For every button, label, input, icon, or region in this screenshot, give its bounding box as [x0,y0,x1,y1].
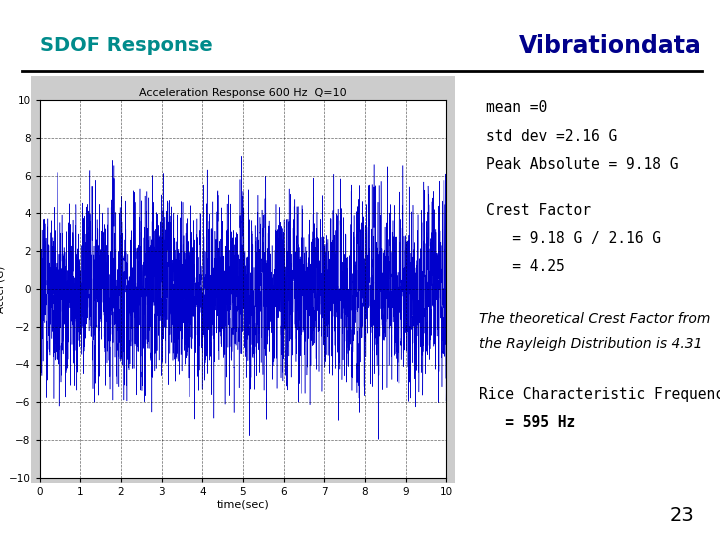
Bar [31,76,455,483]
Text: std dev =2.16 G: std dev =2.16 G [486,129,617,144]
Text: Peak Absolute = 9.18 G: Peak Absolute = 9.18 G [486,157,678,172]
Text: 23: 23 [670,506,695,525]
X-axis label: time(sec): time(sec) [217,500,269,510]
Text: Rice Characteristic Frequency: Rice Characteristic Frequency [479,387,720,402]
Y-axis label: Accel (G): Accel (G) [0,265,6,313]
Text: Vibrationdata: Vibrationdata [519,34,702,58]
Text: The theoretical Crest Factor from: The theoretical Crest Factor from [479,312,710,326]
Text: = 9.18 G / 2.16 G: = 9.18 G / 2.16 G [486,231,661,246]
Text: the Rayleigh Distribution is 4.31: the Rayleigh Distribution is 4.31 [479,337,702,351]
Text: = 4.25: = 4.25 [486,259,564,274]
Text: = 595 Hz: = 595 Hz [479,415,575,430]
Title: Acceleration Response 600 Hz  Q=10: Acceleration Response 600 Hz Q=10 [139,87,347,98]
Text: SDOF Response: SDOF Response [40,36,212,56]
Text: mean =0: mean =0 [486,100,547,116]
Text: Crest Factor: Crest Factor [486,203,591,218]
